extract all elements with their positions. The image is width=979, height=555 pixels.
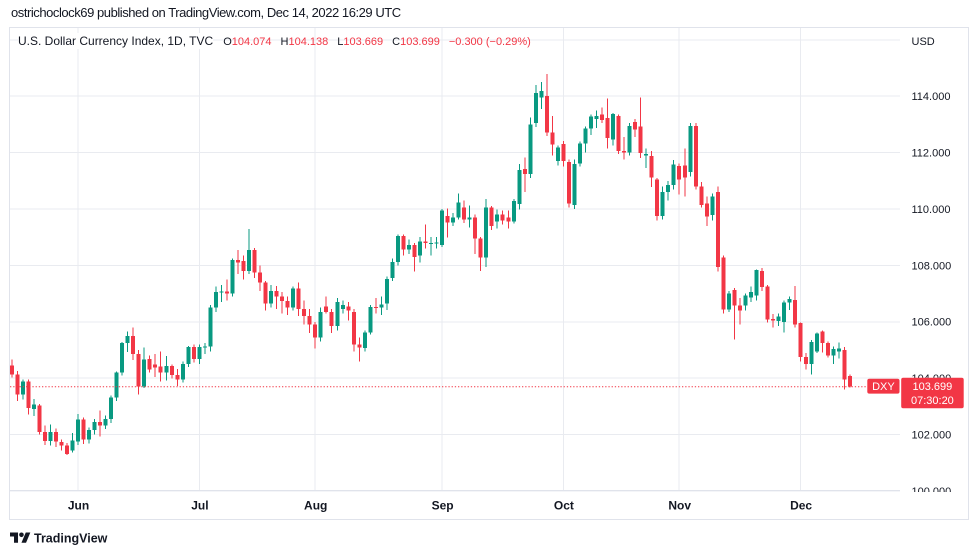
svg-text:Nov: Nov (668, 499, 691, 513)
svg-text:Aug: Aug (304, 499, 327, 513)
svg-text:07:30:20: 07:30:20 (911, 395, 954, 407)
svg-text:112.000: 112.000 (912, 148, 951, 160)
svg-text:Sep: Sep (432, 499, 454, 513)
svg-text:DXY: DXY (872, 381, 895, 393)
svg-text:Jun: Jun (68, 499, 89, 513)
svg-text:103.699: 103.699 (913, 381, 953, 393)
svg-text:Oct: Oct (554, 499, 574, 513)
svg-text:110.000: 110.000 (912, 204, 951, 216)
svg-text:Dec: Dec (790, 499, 812, 513)
svg-text:114.000: 114.000 (912, 91, 951, 103)
svg-text:USD: USD (912, 36, 935, 48)
svg-text:TradingView: TradingView (34, 532, 108, 546)
svg-text:102.000: 102.000 (912, 430, 952, 442)
svg-text:108.000: 108.000 (912, 260, 952, 272)
svg-text:106.000: 106.000 (912, 317, 952, 329)
svg-text:Jul: Jul (191, 499, 208, 513)
